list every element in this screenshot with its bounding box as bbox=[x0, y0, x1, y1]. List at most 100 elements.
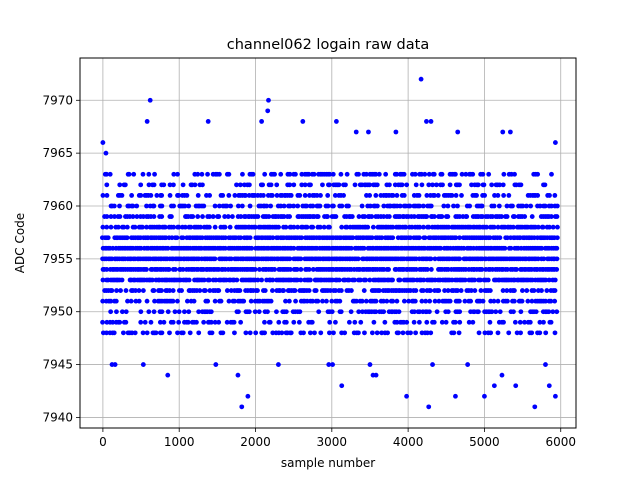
data-point bbox=[185, 319, 191, 325]
data-point bbox=[424, 214, 430, 219]
data-point bbox=[401, 298, 407, 304]
data-point bbox=[376, 171, 382, 177]
data-point bbox=[359, 298, 365, 304]
data-point bbox=[419, 182, 425, 188]
data-point bbox=[522, 214, 528, 219]
data-point bbox=[411, 319, 417, 325]
data-point bbox=[216, 288, 222, 293]
data-point bbox=[103, 150, 109, 156]
data-point bbox=[148, 193, 154, 198]
data-point bbox=[474, 193, 479, 198]
data-point bbox=[518, 330, 523, 336]
data-point bbox=[317, 203, 323, 209]
data-point bbox=[222, 245, 228, 251]
data-point bbox=[170, 288, 176, 293]
data-point bbox=[220, 330, 226, 336]
data-point bbox=[138, 245, 144, 251]
data-point bbox=[428, 267, 434, 272]
x-tick-label: 2000 bbox=[240, 435, 271, 449]
data-point bbox=[283, 309, 289, 315]
y-axis-label: ADC Code bbox=[13, 213, 27, 273]
data-point bbox=[276, 362, 281, 367]
data-point bbox=[246, 309, 252, 315]
data-point bbox=[100, 140, 106, 145]
data-point bbox=[489, 309, 495, 315]
data-point bbox=[138, 309, 144, 315]
data-point bbox=[327, 330, 332, 336]
data-point bbox=[487, 288, 493, 293]
data-point bbox=[128, 298, 134, 304]
data-point bbox=[550, 309, 556, 315]
data-point bbox=[505, 298, 510, 304]
data-point bbox=[457, 235, 462, 241]
data-point bbox=[291, 182, 297, 188]
data-point bbox=[524, 203, 529, 209]
data-point bbox=[205, 119, 211, 124]
data-point bbox=[250, 171, 256, 177]
data-point bbox=[390, 235, 396, 241]
data-point bbox=[195, 193, 201, 198]
data-point bbox=[327, 171, 333, 177]
data-point bbox=[175, 298, 180, 304]
data-point bbox=[333, 119, 339, 124]
data-point bbox=[386, 267, 391, 272]
data-point bbox=[232, 193, 238, 198]
x-tick-label: 4000 bbox=[393, 435, 424, 449]
data-point bbox=[265, 309, 270, 315]
data-point bbox=[486, 171, 492, 177]
data-point bbox=[404, 182, 410, 188]
data-point bbox=[476, 330, 482, 336]
data-point bbox=[543, 277, 549, 283]
data-point bbox=[205, 171, 210, 177]
data-point bbox=[453, 393, 458, 399]
data-point bbox=[529, 214, 535, 219]
data-point bbox=[445, 203, 451, 209]
data-point bbox=[342, 330, 348, 336]
data-point bbox=[235, 203, 241, 209]
data-point bbox=[438, 245, 444, 251]
data-point bbox=[394, 193, 400, 198]
data-point bbox=[447, 182, 453, 188]
data-point bbox=[529, 330, 535, 336]
data-point bbox=[539, 288, 544, 293]
data-point bbox=[288, 330, 294, 336]
data-point bbox=[343, 182, 348, 188]
data-point bbox=[365, 224, 371, 230]
data-point bbox=[159, 309, 165, 315]
data-point bbox=[161, 182, 167, 188]
data-point bbox=[124, 224, 130, 230]
data-point bbox=[267, 319, 273, 325]
data-point bbox=[257, 267, 262, 272]
data-point bbox=[270, 330, 276, 336]
data-point bbox=[281, 288, 286, 293]
data-point bbox=[457, 182, 462, 188]
data-point bbox=[547, 193, 552, 198]
data-point bbox=[234, 277, 240, 283]
data-point bbox=[330, 362, 335, 367]
data-point bbox=[543, 298, 549, 304]
data-point bbox=[401, 193, 407, 198]
data-point bbox=[373, 298, 379, 304]
data-point bbox=[336, 182, 342, 188]
data-point bbox=[262, 288, 268, 293]
data-point bbox=[327, 288, 333, 293]
data-point bbox=[451, 330, 457, 336]
data-point bbox=[445, 288, 451, 293]
data-point bbox=[230, 214, 235, 219]
data-point bbox=[356, 330, 361, 336]
data-point bbox=[100, 319, 105, 325]
data-point bbox=[348, 245, 354, 251]
data-point bbox=[216, 319, 222, 325]
data-point bbox=[119, 277, 125, 283]
data-point bbox=[179, 288, 184, 293]
data-point bbox=[363, 171, 369, 177]
data-point bbox=[130, 214, 136, 219]
data-point bbox=[306, 171, 312, 177]
data-point bbox=[220, 193, 226, 198]
data-point bbox=[256, 309, 262, 315]
data-point bbox=[152, 298, 157, 304]
data-point bbox=[552, 193, 558, 198]
data-point bbox=[511, 298, 517, 304]
data-point bbox=[493, 309, 499, 315]
data-point bbox=[225, 214, 231, 219]
